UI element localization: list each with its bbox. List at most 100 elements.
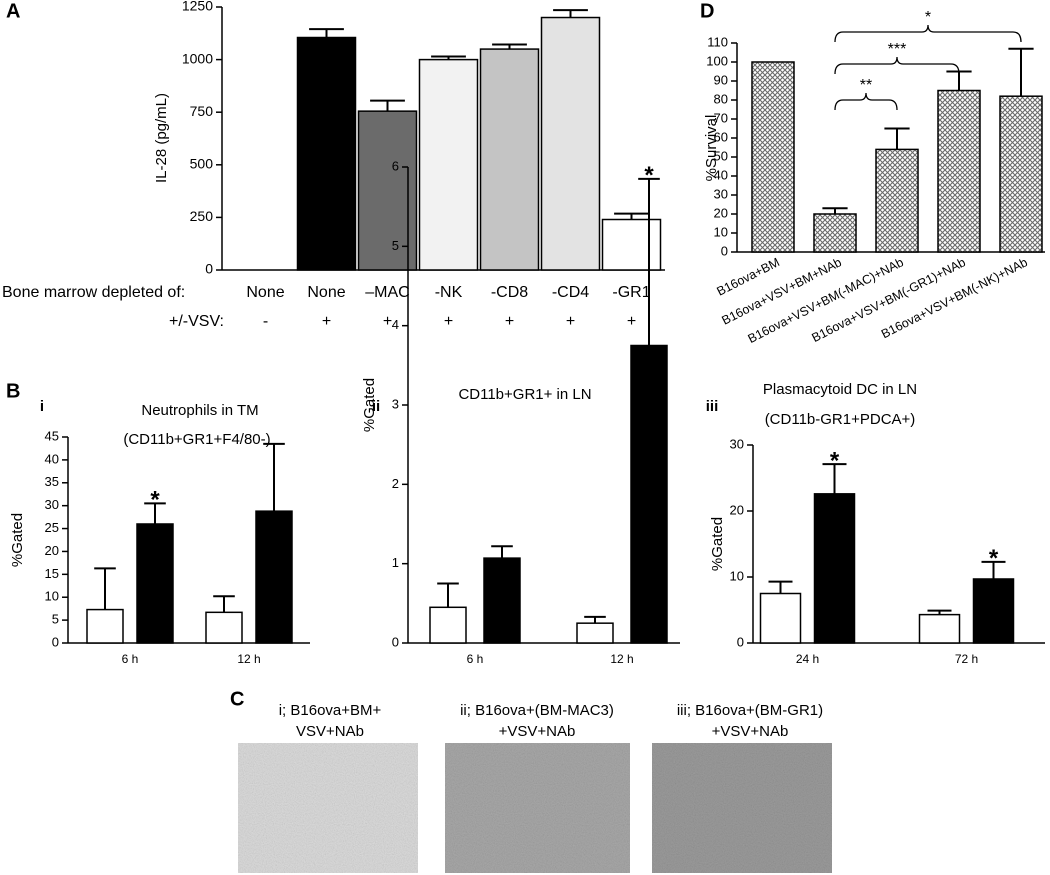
bar bbox=[357, 110, 418, 271]
y-tick-label: 5 bbox=[52, 612, 59, 627]
y-tick-label: 6 bbox=[392, 158, 399, 173]
panel-label: D bbox=[700, 0, 714, 22]
error-bar bbox=[884, 127, 910, 150]
y-tick-label: 1000 bbox=[182, 50, 213, 66]
y-axis-title: %Gated bbox=[709, 517, 726, 571]
x-tick-label: 12 h bbox=[610, 652, 633, 666]
error-bar bbox=[553, 9, 588, 18]
panel-label: A bbox=[6, 0, 20, 22]
image-caption: iii; B16ova+(BM-GR1) bbox=[677, 702, 823, 719]
error-bar bbox=[584, 615, 606, 624]
x-tick-label: 24 h bbox=[796, 652, 819, 666]
y-tick-label: 50 bbox=[714, 148, 728, 163]
y-tick-label: 40 bbox=[714, 167, 728, 182]
micrograph bbox=[652, 743, 832, 873]
error-bar bbox=[638, 177, 660, 346]
y-tick-label: 3 bbox=[392, 396, 399, 411]
bar bbox=[601, 218, 662, 271]
y-tick-label: 4 bbox=[392, 317, 399, 332]
y-tick-label: 0 bbox=[737, 634, 744, 649]
x-tick-label: None bbox=[307, 284, 345, 301]
row-label: Bone marrow depleted of: bbox=[2, 284, 185, 301]
significance: ** bbox=[860, 77, 872, 94]
bar bbox=[999, 95, 1043, 253]
image-caption: VSV+NAb bbox=[296, 723, 364, 740]
micrograph bbox=[445, 743, 630, 873]
bar bbox=[205, 611, 243, 644]
y-tick-label: 250 bbox=[190, 208, 214, 224]
subpanel-label: iii bbox=[706, 398, 719, 415]
error-bar bbox=[94, 567, 116, 610]
bar bbox=[813, 493, 856, 644]
x-tick-label: –MAC bbox=[365, 284, 409, 301]
significance: * bbox=[989, 545, 999, 572]
significance: * bbox=[150, 487, 160, 514]
y-tick-label: 10 bbox=[714, 224, 728, 239]
subpanel-label: ii bbox=[372, 398, 380, 415]
y-tick-label: 30 bbox=[714, 186, 728, 201]
error-bar bbox=[491, 545, 513, 559]
bar bbox=[918, 613, 961, 644]
row-label: +/-VSV: bbox=[169, 313, 224, 330]
significance: * bbox=[644, 162, 654, 189]
x-tick-label: -CD8 bbox=[491, 284, 528, 301]
error-bar bbox=[981, 560, 1006, 579]
error-bar bbox=[144, 502, 166, 524]
y-tick-label: 0 bbox=[52, 634, 59, 649]
image-caption: i; B16ova+BM+ bbox=[279, 702, 382, 719]
y-axis-title: %Gated bbox=[9, 513, 26, 567]
error-bar bbox=[768, 580, 793, 594]
error-bar bbox=[492, 43, 527, 50]
y-axis-title: IL-28 (pg/mL) bbox=[153, 93, 170, 183]
error-bar bbox=[1008, 47, 1034, 97]
x-tick-label: 6 h bbox=[467, 652, 484, 666]
y-tick-label: 70 bbox=[714, 110, 728, 125]
bar bbox=[937, 89, 981, 253]
bracket bbox=[834, 92, 898, 111]
chart-subtitle: (CD11b-GR1+PDCA+) bbox=[765, 411, 916, 428]
subpanel-label: i bbox=[40, 398, 44, 415]
y-tick-label: 5 bbox=[392, 238, 399, 253]
y-tick-label: 10 bbox=[45, 589, 59, 604]
error-bar bbox=[822, 463, 847, 494]
y-tick-label: 90 bbox=[714, 72, 728, 87]
y-tick-label: 15 bbox=[45, 566, 59, 581]
bar bbox=[136, 523, 174, 644]
error-bar bbox=[946, 70, 972, 91]
bar bbox=[751, 61, 795, 253]
y-tick-label: 750 bbox=[190, 103, 214, 119]
error-bar bbox=[614, 212, 649, 220]
y-tick-label: 20 bbox=[45, 543, 59, 558]
y-tick-label: 60 bbox=[714, 129, 728, 144]
bar bbox=[296, 36, 357, 271]
x-tick-label: 6 h bbox=[122, 652, 139, 666]
y-tick-label: 30 bbox=[730, 436, 744, 451]
bar bbox=[813, 213, 857, 253]
bar bbox=[540, 16, 601, 271]
x-tick-label: -CD4 bbox=[552, 284, 589, 301]
y-axis-title: %Gated bbox=[361, 378, 378, 432]
y-tick-label: 40 bbox=[45, 451, 59, 466]
bracket bbox=[834, 56, 960, 75]
micrograph bbox=[238, 743, 418, 873]
y-axis-title: %Survival bbox=[703, 115, 720, 182]
bar bbox=[255, 510, 293, 644]
error-bar bbox=[370, 99, 405, 112]
error-bar bbox=[437, 582, 459, 608]
y-tick-label: 0 bbox=[205, 261, 213, 277]
chart-title: Plasmacytoid DC in LN bbox=[763, 381, 917, 398]
bar bbox=[576, 622, 614, 644]
chart-subtitle: (CD11b+GR1+F4/80-) bbox=[123, 431, 270, 448]
y-tick-label: 1250 bbox=[182, 0, 213, 14]
bracket bbox=[834, 24, 1022, 43]
vsv-label: + bbox=[505, 313, 514, 330]
y-tick-label: 110 bbox=[707, 34, 728, 49]
error-bar bbox=[822, 207, 848, 214]
y-tick-label: 80 bbox=[714, 91, 728, 106]
vsv-label: + bbox=[322, 313, 331, 330]
y-tick-label: 20 bbox=[730, 502, 744, 517]
bar bbox=[483, 557, 521, 644]
vsv-label: + bbox=[383, 313, 392, 330]
